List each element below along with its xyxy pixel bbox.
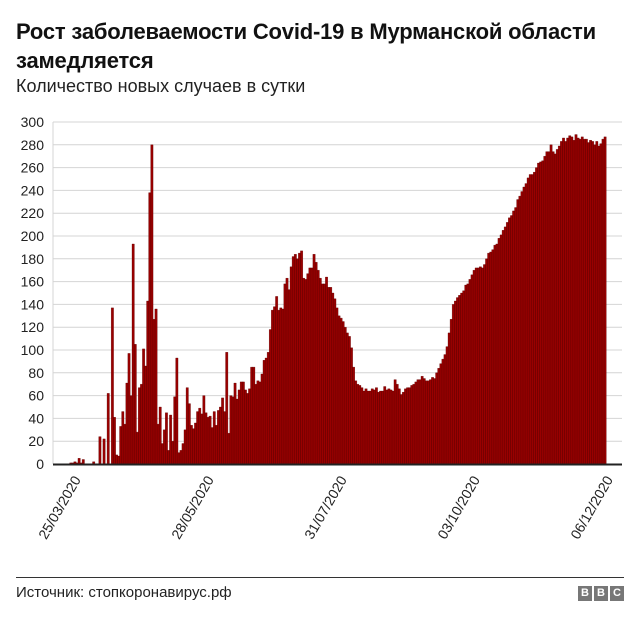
chart-subtitle: Количество новых случаев в сутки: [16, 76, 306, 96]
y-tick-label: 280: [21, 137, 45, 153]
x-axis-ticks: 25/03/2020 28/05/2020 31/07/2020 03/10/2020…: [35, 473, 616, 542]
bbc-logo-letter: C: [610, 586, 624, 601]
data-bars: [69, 134, 607, 465]
bbc-logo-letter: B: [578, 586, 592, 601]
y-tick-label: 200: [21, 228, 45, 244]
x-tick: 03/10/2020: [434, 473, 483, 542]
y-axis-ticks: 0 20 40 60 80 100 120 140 160 180 200 220 240 260 280 3…: [21, 114, 45, 472]
bar-series: [69, 134, 607, 465]
y-tick-label: 120: [21, 319, 45, 335]
x-tick-label: 31/07/2020: [301, 473, 350, 542]
x-tick-label: 25/03/2020: [35, 473, 84, 542]
y-tick-label: 60: [28, 388, 44, 404]
y-tick-label: 140: [21, 296, 45, 312]
x-tick-label: 06/12/2020: [567, 473, 616, 542]
x-tick: 28/05/2020: [168, 473, 217, 542]
footer-divider: [16, 577, 624, 578]
bbc-logo: B B C: [578, 586, 624, 601]
y-tick-label: 80: [28, 365, 44, 381]
y-tick-label: 100: [21, 342, 45, 358]
x-tick: 31/07/2020: [301, 473, 350, 542]
y-tick-label: 20: [28, 433, 44, 449]
x-tick: 25/03/2020: [35, 473, 84, 542]
y-tick-label: 40: [28, 410, 44, 426]
y-tick-label: 180: [21, 251, 45, 267]
y-tick-label: 0: [36, 456, 44, 472]
x-tick-label: 28/05/2020: [168, 473, 217, 542]
source-note: Источник: стопкоронавирус.рф: [16, 584, 232, 601]
y-tick-label: 160: [21, 274, 45, 290]
y-tick-label: 220: [21, 205, 45, 221]
x-tick: 06/12/2020: [567, 473, 616, 542]
y-tick-label: 240: [21, 182, 45, 198]
chart-title: Рост заболеваемости Covid-19 в Мурманско…: [16, 19, 596, 73]
bar-chart: 0 20 40 60 80 100 120 140 160 180 200 220 240 260 280 3…: [21, 114, 622, 542]
x-tick-label: 03/10/2020: [434, 473, 483, 542]
y-tick-label: 300: [21, 114, 45, 130]
bbc-logo-letter: B: [594, 586, 608, 601]
y-tick-label: 260: [21, 160, 45, 176]
